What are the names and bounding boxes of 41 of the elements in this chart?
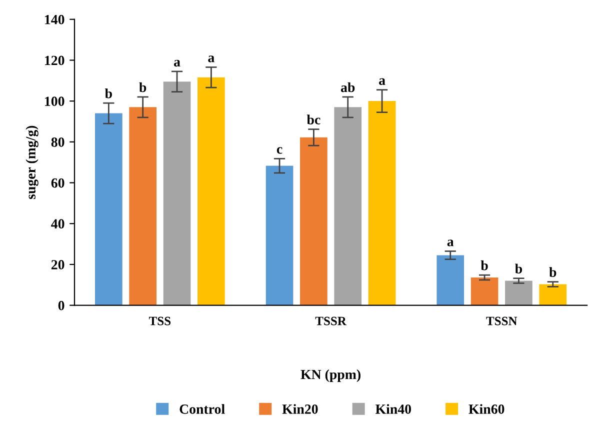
bar xyxy=(95,113,122,306)
x-axis-title: KN (ppm) xyxy=(300,369,360,382)
bar xyxy=(505,280,532,306)
bar xyxy=(539,284,567,306)
bar xyxy=(368,101,396,306)
y-tick-label: 0 xyxy=(58,300,64,310)
y-tick-label: 100 xyxy=(45,96,64,106)
data-label: ab xyxy=(340,82,355,92)
y-tick-label: 80 xyxy=(51,137,64,147)
bar xyxy=(300,137,328,306)
y-axis-title: suger (mg/g) xyxy=(26,126,38,200)
y-tick-label: 60 xyxy=(51,178,64,188)
bar xyxy=(470,278,498,306)
legend-label: Control xyxy=(180,404,225,414)
x-tick-label: TSSN xyxy=(486,316,518,326)
data-label: c xyxy=(276,147,282,154)
data-label: a xyxy=(208,56,214,62)
data-label: a xyxy=(447,240,454,246)
y-tick-label: 120 xyxy=(45,56,64,66)
data-label: b xyxy=(549,267,556,277)
y-tick-label: 20 xyxy=(51,260,64,270)
bar xyxy=(163,82,191,306)
bar xyxy=(266,166,294,306)
legend-label: Kin60 xyxy=(468,404,504,414)
legend-label: Kin20 xyxy=(282,404,318,414)
data-label: b xyxy=(139,82,146,92)
x-tick-label: TSSR xyxy=(315,316,347,326)
data-label: bc xyxy=(306,114,320,124)
x-tick-label: TSS xyxy=(149,316,171,326)
y-tick-label: 40 xyxy=(51,219,64,229)
bar xyxy=(129,107,157,306)
data-label: b xyxy=(480,260,488,270)
bar xyxy=(436,255,464,306)
data-label: b xyxy=(515,264,522,274)
data-label: a xyxy=(174,60,180,67)
bar xyxy=(334,107,362,306)
data-label: a xyxy=(379,78,386,85)
y-tick-label: 140 xyxy=(45,14,64,24)
legend-label: Kin40 xyxy=(375,404,411,414)
bar xyxy=(198,77,225,306)
data-label: b xyxy=(104,88,112,98)
